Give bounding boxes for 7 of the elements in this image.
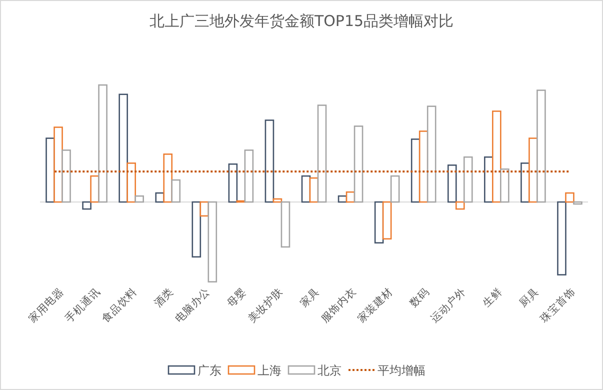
legend-label: 广东 xyxy=(198,364,222,378)
x-tick-label: 数码 xyxy=(408,286,432,310)
x-tick-label: 生鲜 xyxy=(480,284,505,310)
legend-label: 北京 xyxy=(318,364,342,378)
legend-label: 上海 xyxy=(258,364,282,378)
legend-label: 平均增幅 xyxy=(378,364,426,378)
chart-title: 北上广三地外发年货金额TOP15品类增幅对比 xyxy=(149,12,454,30)
